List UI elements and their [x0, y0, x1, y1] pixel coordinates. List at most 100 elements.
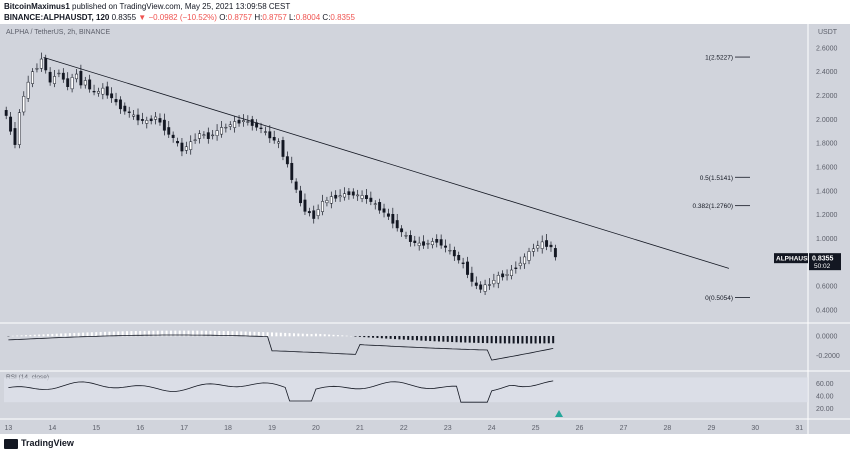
candle-down [268, 131, 272, 139]
macd-histogram-bar [20, 335, 23, 337]
time-tick-label: 29 [707, 425, 715, 432]
candle-down [299, 190, 303, 204]
candle-up [211, 134, 215, 137]
macd-histogram-bar [394, 336, 397, 340]
time-tick-label: 28 [664, 425, 672, 432]
last-price-value: 0.8355 [812, 256, 834, 263]
macd-histogram-bar [407, 336, 410, 340]
candle-up [536, 245, 540, 249]
macd-histogram-bar [495, 336, 498, 344]
macd-histogram-bar [336, 335, 339, 337]
candle-down [422, 241, 426, 246]
candle-down [307, 211, 311, 214]
macd-histogram-bar [196, 330, 199, 337]
macd-histogram-bar [121, 331, 124, 337]
macd-histogram-bar [314, 333, 317, 337]
macd-histogram-bar [534, 336, 537, 344]
candle-down [149, 118, 153, 122]
macd-histogram-bar [376, 336, 379, 338]
macd-histogram-bar [275, 332, 278, 337]
candle-down [114, 99, 118, 103]
price-tick-label: 1.6000 [816, 165, 838, 172]
candle-up [70, 77, 74, 90]
macd-histogram-bar [429, 336, 432, 342]
time-tick-label: 27 [620, 425, 628, 432]
candle-up [329, 196, 333, 204]
candle-down [110, 93, 114, 99]
macd-histogram-bar [301, 333, 304, 337]
candle-up [189, 141, 193, 150]
macd-histogram-bar [218, 330, 221, 337]
candle-up [316, 209, 320, 216]
time-axis[interactable]: 13 14 15 16 17 18 19 20 21 22 23 24 25 26 27 28 29 30 31 [4, 425, 803, 432]
candle-up [17, 112, 21, 145]
time-tick-label: 26 [576, 425, 584, 432]
candle-up [523, 256, 527, 265]
candle-up [404, 235, 408, 237]
symbol-line: BINANCE:ALPHAUSDT, 120 0.8355 ▼ −0.0982 … [4, 13, 355, 22]
fib-levels[interactable]: 1(2.5227) 0.5(1.5141) 0.382(1.2760) 0(0.505… [693, 55, 750, 302]
candle-up [31, 71, 35, 84]
price-tick-label: 2.4000 [816, 69, 838, 76]
candle-down [92, 90, 96, 93]
chart-area[interactable]: ALPHA / TetherUS, 2h, BINANCE 1(2.5227) 0… [0, 24, 850, 434]
time-tick-label: 13 [4, 425, 12, 432]
price-tick-label: 0.4000 [816, 308, 838, 315]
macd-histogram-bar [117, 331, 120, 337]
candle-up [325, 200, 329, 204]
candle-up [198, 133, 201, 139]
candle-up [496, 275, 500, 284]
candle-down [466, 261, 469, 275]
macd-histogram-bar [29, 334, 32, 337]
publish-info: published on TradingView.com, May 25, 20… [72, 2, 291, 11]
macd-histogram-bar [521, 336, 524, 344]
candle-down [391, 213, 395, 224]
candle-down [294, 181, 298, 190]
candle-down [88, 79, 92, 90]
candle-down [369, 197, 373, 202]
author-name[interactable]: BitcoinMaximus1 [4, 2, 70, 11]
time-tick-label: 23 [444, 425, 452, 432]
macd-histogram-bar [222, 331, 225, 337]
macd-histogram-bar [178, 330, 181, 337]
rsi-tick-label: 60.00 [816, 381, 834, 388]
macd-histogram-bar [477, 336, 480, 343]
price-axis[interactable]: USDT 2.6000 2.4000 2.2000 2.0000 1.8000 1.6000… [774, 29, 841, 315]
candle-down [501, 273, 505, 278]
candle-up [505, 274, 509, 276]
candle-down [408, 235, 412, 242]
candle-down [167, 127, 171, 135]
macd-histogram-bar [459, 336, 462, 343]
macd-histogram-bar [126, 331, 129, 337]
high-label: H: [254, 13, 263, 22]
candle-up [509, 269, 513, 277]
candle-up [321, 201, 324, 212]
candle-up [360, 195, 364, 199]
macd-histogram-bar [143, 330, 146, 337]
candle-down [303, 199, 307, 212]
last-price-countdown: 50:02 [814, 263, 831, 270]
candle-up [83, 80, 87, 86]
candle-up [57, 72, 61, 75]
fib-level-label: 0.5(1.5141) [700, 175, 733, 182]
candle-down [79, 70, 83, 86]
candle-up [101, 87, 105, 95]
candle-down [61, 72, 65, 80]
chart-svg[interactable]: ALPHA / TetherUS, 2h, BINANCE 1(2.5227) 0… [0, 24, 850, 434]
trendline[interactable] [43, 56, 730, 269]
time-tick-label: 19 [268, 425, 276, 432]
macd-histogram-bar [240, 331, 243, 337]
macd-histogram-bar [354, 336, 357, 337]
macd-histogram-bar [402, 336, 405, 340]
macd-histogram-bar [16, 335, 19, 337]
macd-histogram-bar [539, 336, 541, 344]
candle-up [132, 114, 136, 117]
tradingview-logo[interactable]: TradingView [4, 438, 74, 449]
macd-histogram-bar [473, 336, 476, 343]
tradingview-logo-icon [4, 438, 18, 449]
candle-up [527, 251, 531, 261]
candle-up [97, 91, 100, 94]
macd-tick-label: -0.2000 [816, 353, 840, 360]
candle-up [241, 120, 245, 122]
candle-down [400, 228, 404, 233]
